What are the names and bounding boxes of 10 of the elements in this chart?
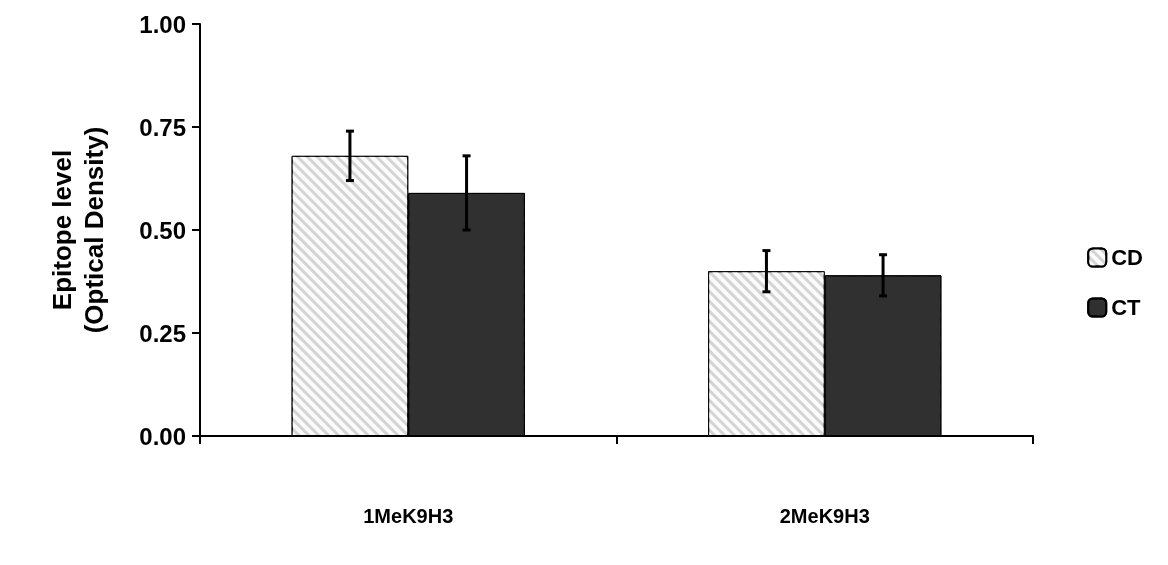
y-tick-label: 0.50 [139,216,186,244]
legend-label: CT [1111,295,1142,320]
y-tick-label: 0.75 [139,113,186,141]
y-tick-label: 0.00 [139,422,186,450]
x-tick-label: 2MeK9H3 [779,505,870,527]
y-axis-title: Epitope level (Optical Density) [47,126,109,334]
y-tick-label: 1.00 [139,10,186,38]
x-tick-label: 1MeK9H3 [363,505,454,527]
y-tick-label: 0.25 [139,319,186,347]
legend-label: CD [1111,245,1144,270]
